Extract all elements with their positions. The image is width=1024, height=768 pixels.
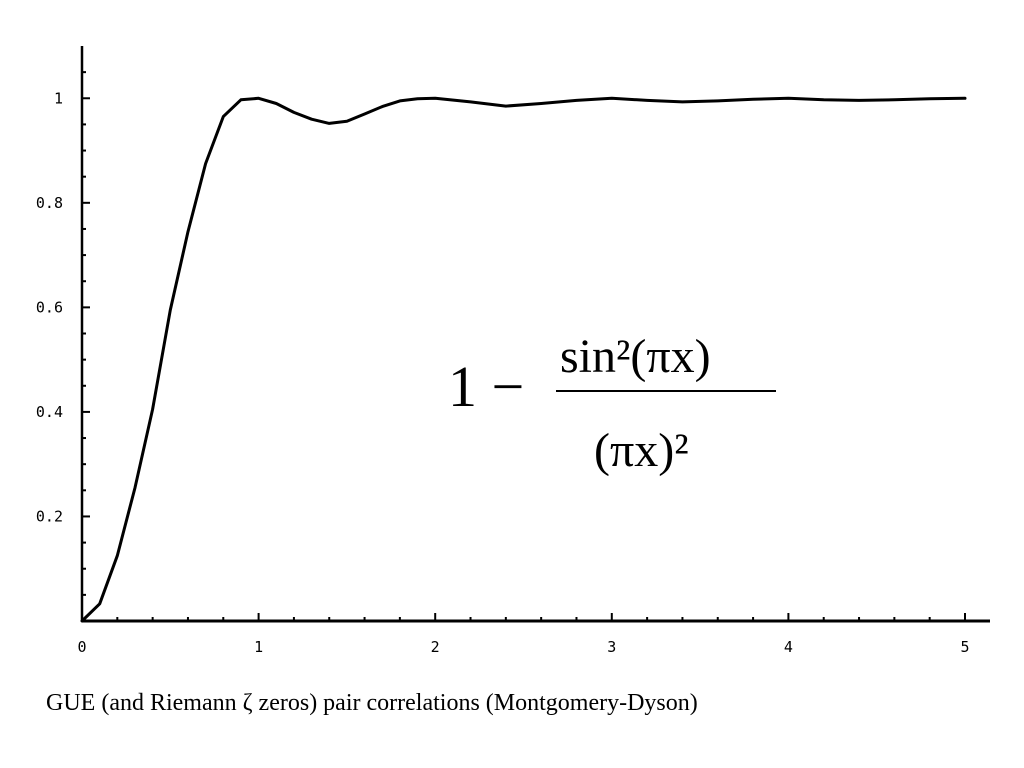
formula-numerator: sin²(πx) (560, 330, 711, 383)
y-tick-label: 1 (54, 89, 63, 107)
x-tick-label: 2 (431, 638, 440, 656)
chart: 0.2 0.4 0.6 0.8 1 0 1 2 3 4 5 1 − sin²(πx) (πx)² (36, 46, 990, 656)
y-tick-label: 0.8 (36, 194, 63, 212)
y-tick-label: 0.2 (36, 507, 63, 525)
figure-caption: GUE (and Riemann ζ zeros) pair correlati… (46, 690, 698, 716)
x-tick-label: 3 (607, 638, 616, 656)
formula-annotation: 1 − sin²(πx) (πx)² (448, 330, 776, 477)
x-axis: 0 1 2 3 4 5 (77, 613, 990, 656)
y-axis: 0.2 0.4 0.6 0.8 1 (36, 46, 90, 621)
x-tick-label: 4 (784, 638, 793, 656)
y-tick-label: 0.6 (36, 298, 63, 316)
x-tick-label: 0 (77, 638, 86, 656)
x-tick-label: 1 (254, 638, 263, 656)
x-tick-label: 5 (960, 638, 969, 656)
series-line (80, 96, 967, 623)
y-tick-label: 0.4 (36, 403, 63, 421)
formula-denominator: (πx)² (594, 424, 689, 477)
formula-lead: 1 − (448, 354, 524, 419)
